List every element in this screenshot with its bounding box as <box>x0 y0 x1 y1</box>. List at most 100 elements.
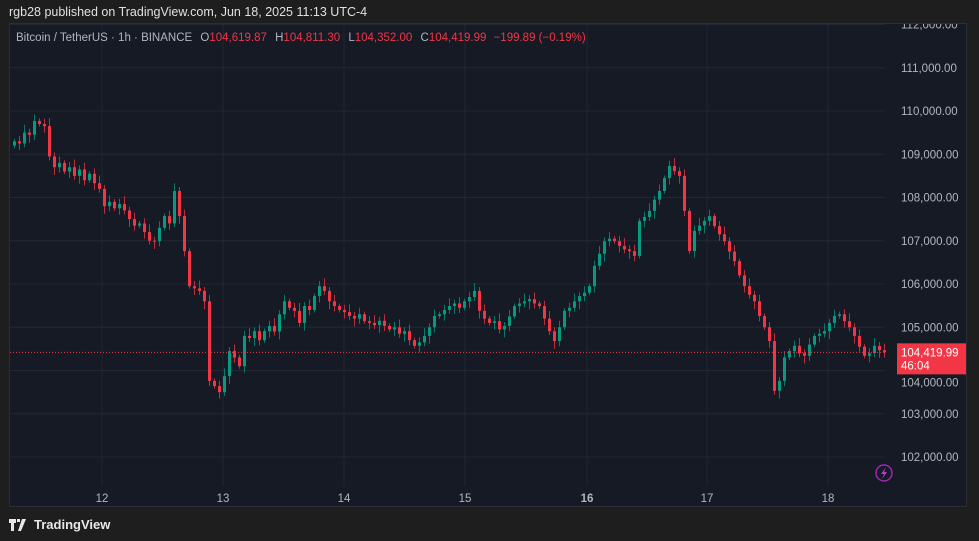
candle-down <box>48 126 51 157</box>
candle-up <box>823 331 826 334</box>
candle-down <box>198 288 201 291</box>
candle-up <box>268 325 271 332</box>
candle-up <box>58 162 61 168</box>
candle-down <box>53 156 56 168</box>
candle-up <box>493 321 496 323</box>
candle-down <box>153 240 156 242</box>
tradingview-footer[interactable]: TradingView <box>9 517 110 532</box>
candle-down <box>203 290 206 302</box>
brand-name: TradingView <box>34 517 111 532</box>
candle-up <box>108 201 111 207</box>
lightning-icon[interactable] <box>875 464 893 482</box>
candle-down <box>858 335 861 347</box>
candle-down <box>343 309 346 313</box>
candle-down <box>298 310 301 323</box>
candle-up <box>828 322 831 332</box>
candle-up <box>423 335 426 343</box>
candle-up <box>253 331 256 339</box>
candle-up <box>473 290 476 297</box>
candle-up <box>23 132 26 144</box>
candle-up <box>563 310 566 328</box>
candle-down <box>348 312 351 317</box>
candle-down <box>533 299 536 304</box>
candle-down <box>673 165 676 172</box>
candle-up <box>378 320 381 326</box>
price-tick-label: 106,000.00 <box>901 279 959 291</box>
candle-down <box>373 322 376 326</box>
candle-up <box>278 314 281 332</box>
candle-down <box>623 245 626 250</box>
price-tick-label: 107,000.00 <box>901 236 959 248</box>
candle-down <box>368 321 371 323</box>
chart-pane[interactable]: 112,000.00 111,000.00 110,000.00 109,000.00… <box>9 23 967 507</box>
candle-down <box>103 188 106 207</box>
candle-down <box>293 307 296 311</box>
candle-up <box>708 216 711 221</box>
candle-up <box>313 296 316 310</box>
price-tick-label: 110,000.00 <box>901 106 958 118</box>
price-tick-label: 105,000.00 <box>901 322 959 334</box>
price-tick-label: 111,000.00 <box>901 63 957 75</box>
candle-down <box>688 210 691 252</box>
candle-down <box>803 353 806 356</box>
candle-down <box>678 171 681 176</box>
candle-up <box>393 327 396 330</box>
candle-down <box>113 201 116 209</box>
candle-up <box>303 306 306 323</box>
candle-down <box>718 226 721 235</box>
candle-down <box>63 162 66 172</box>
candle-up <box>663 178 666 192</box>
candle-up <box>163 216 166 228</box>
candle-down <box>273 325 276 332</box>
candle-down <box>863 346 866 356</box>
time-tick-label: 15 <box>459 493 472 505</box>
candlestick-chart[interactable]: 112,000.00 111,000.00 110,000.00 109,000.00… <box>10 24 967 507</box>
candle-up <box>598 253 601 266</box>
high-value: 104,811.30 <box>283 32 341 44</box>
published-caption: rgb28 published on TradingView.com, Jun … <box>9 5 368 19</box>
candle-down <box>768 327 771 342</box>
candle-down <box>183 216 186 252</box>
candle-down <box>208 301 211 381</box>
candle-down <box>398 327 401 334</box>
candle-up <box>868 353 871 356</box>
candle-up <box>603 241 606 254</box>
candle-up <box>593 265 596 287</box>
candle-up <box>808 344 811 356</box>
candle-down <box>883 350 886 353</box>
candle-up <box>228 351 231 377</box>
candle-down <box>28 132 31 135</box>
candle-up <box>463 301 466 308</box>
candle-down <box>853 327 856 336</box>
candle-down <box>218 386 221 393</box>
candle-down <box>753 294 756 302</box>
candle-down <box>188 251 191 287</box>
time-tick-label: 14 <box>338 493 351 505</box>
candle-up <box>833 316 836 323</box>
candle-down <box>633 251 636 256</box>
candle-down <box>238 357 241 367</box>
candle-down <box>248 335 251 339</box>
candle-up <box>438 314 441 317</box>
candle-up <box>813 335 816 345</box>
candle-up <box>523 301 526 304</box>
candle-down <box>543 306 546 319</box>
candle-down <box>763 316 766 328</box>
candle-up <box>448 306 451 310</box>
candle-down <box>363 314 366 322</box>
candle-down <box>333 301 336 307</box>
candle-down <box>213 380 216 387</box>
candle-up <box>13 141 16 146</box>
candle-down <box>413 340 416 346</box>
close-value: 104,419.99 <box>428 32 487 44</box>
candle-up <box>648 210 651 217</box>
candle-down <box>478 290 481 311</box>
candle-up <box>283 301 286 315</box>
candle-up <box>513 306 516 317</box>
symbol-name[interactable]: Bitcoin / TetherUS · 1h · BINANCE <box>16 32 193 44</box>
candle-down <box>18 141 21 144</box>
candle-down <box>98 183 101 189</box>
current-price-badge <box>897 343 966 375</box>
candle-down <box>683 175 686 211</box>
price-tick-label: 108,000.00 <box>901 193 959 205</box>
